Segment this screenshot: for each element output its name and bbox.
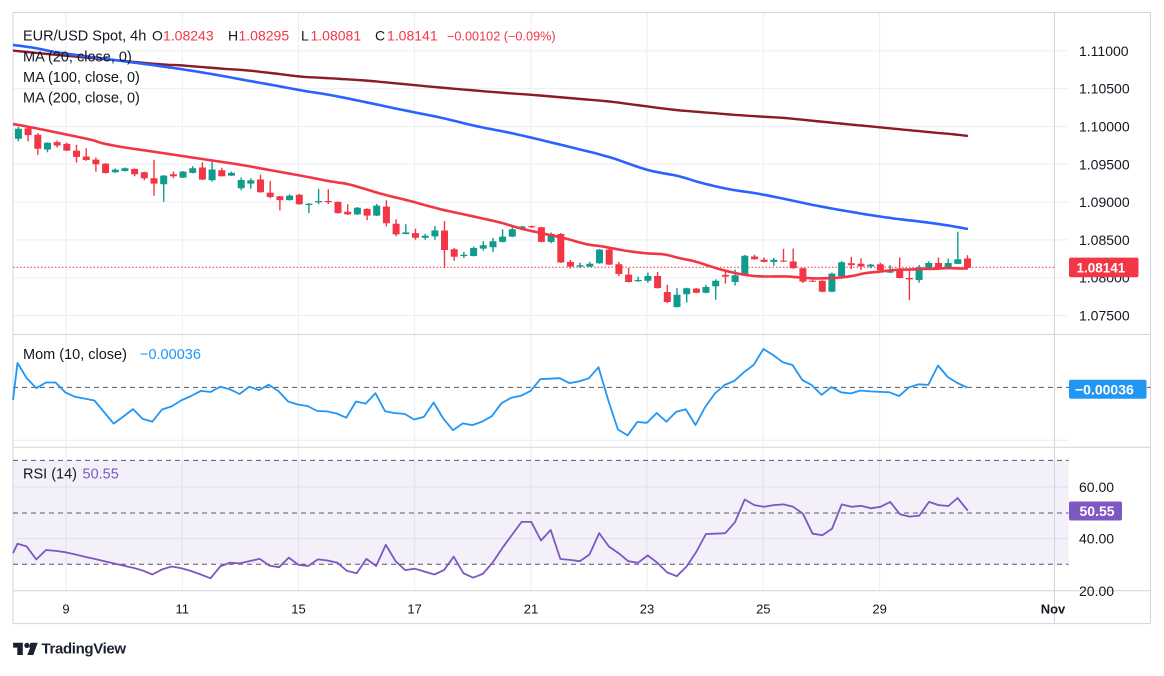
svg-text:1.10000: 1.10000 xyxy=(1079,119,1130,135)
svg-text:50.55: 50.55 xyxy=(1080,503,1115,519)
svg-text:21: 21 xyxy=(524,602,538,617)
svg-text:1.07500: 1.07500 xyxy=(1079,308,1130,324)
svg-text:−0.00036: −0.00036 xyxy=(1075,381,1134,397)
svg-text:1.08500: 1.08500 xyxy=(1079,232,1130,248)
svg-text:Mom (10, close) −0.00036: Mom (10, close) −0.00036 xyxy=(23,347,201,363)
svg-text:TradingView: TradingView xyxy=(42,641,127,658)
svg-text:11: 11 xyxy=(176,602,190,617)
svg-text:1.10500: 1.10500 xyxy=(1079,81,1130,97)
svg-text:1.09500: 1.09500 xyxy=(1079,156,1130,172)
svg-text:1.09000: 1.09000 xyxy=(1079,194,1130,210)
svg-text:1.11000: 1.11000 xyxy=(1079,43,1129,59)
svg-text:25: 25 xyxy=(756,602,770,617)
svg-text:40.00: 40.00 xyxy=(1079,531,1114,547)
svg-text:20.00: 20.00 xyxy=(1079,583,1114,599)
svg-text:15: 15 xyxy=(291,602,305,617)
svg-text:MA (200, close, 0): MA (200, close, 0) xyxy=(23,91,140,107)
svg-text:60.00: 60.00 xyxy=(1079,479,1114,495)
svg-text:17: 17 xyxy=(407,602,421,617)
svg-text:1.08141: 1.08141 xyxy=(1077,260,1126,275)
svg-text:RSI (14) 50.55: RSI (14) 50.55 xyxy=(23,467,119,483)
svg-text:23: 23 xyxy=(640,602,654,617)
svg-text:MA (20, close, 0): MA (20, close, 0) xyxy=(23,50,132,66)
svg-text:29: 29 xyxy=(872,602,886,617)
svg-text:MA (100, close, 0): MA (100, close, 0) xyxy=(23,70,140,86)
svg-text:9: 9 xyxy=(62,602,69,617)
svg-text:Nov: Nov xyxy=(1041,602,1066,617)
